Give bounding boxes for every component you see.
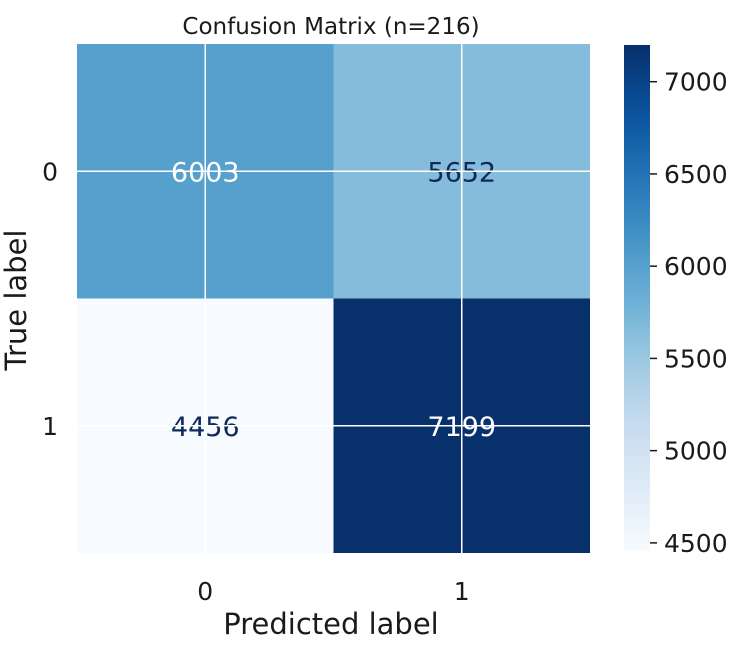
gridlines	[77, 44, 590, 553]
x-axis-label: Predicted label	[223, 607, 439, 641]
x-tick-label-0: 0	[197, 577, 213, 606]
x-tick-label-1: 1	[454, 577, 470, 606]
colorbar-tick-label-4: 6500	[664, 160, 728, 189]
y-tick-labels: 01	[42, 157, 58, 441]
heatmap-cells	[77, 44, 590, 553]
y-tick-label-0: 0	[42, 157, 58, 186]
colorbar	[624, 45, 650, 551]
colorbar-tick-label-3: 6000	[664, 252, 728, 281]
y-axis-label: True label	[0, 230, 33, 372]
colorbar-tick-label-2: 5500	[664, 344, 728, 373]
colorbar-tick-label-5: 7000	[664, 68, 728, 97]
colorbar-ticks: 4500 5000 5500 6000 6500 7000	[650, 68, 728, 558]
colorbar-tick-label-1: 5000	[664, 437, 728, 466]
chart-title: Confusion Matrix (n=216)	[182, 14, 479, 40]
colorbar-tick-label-0: 4500	[664, 529, 728, 558]
y-tick-label-1: 1	[42, 412, 58, 441]
